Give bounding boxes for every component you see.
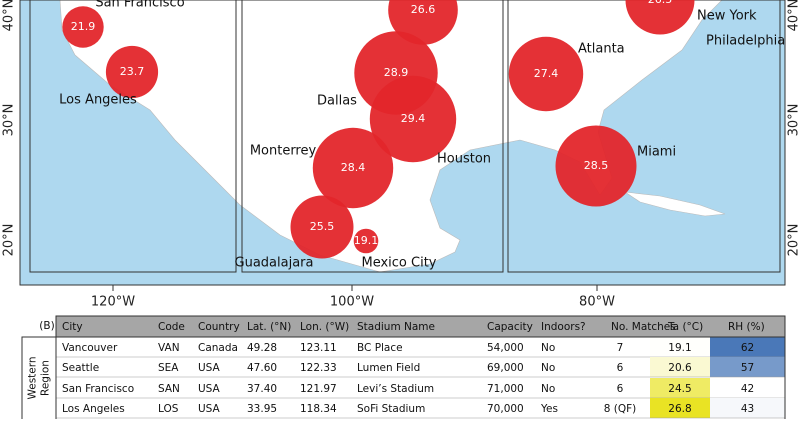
table-cell: 69,000: [487, 362, 524, 374]
table-cell: LOS: [158, 403, 179, 415]
lat-label: 40°N: [787, 0, 800, 31]
table-cell: Vancouver: [62, 342, 118, 354]
table-cell: 122.33: [300, 362, 337, 374]
city-label: San Francisco: [95, 0, 184, 11]
table-cell: 19.1: [668, 342, 691, 354]
city-label: Mexico City: [361, 256, 436, 271]
table-cell: 49.28: [247, 342, 277, 354]
header-cell: City: [62, 321, 83, 333]
table-cell: SEA: [158, 362, 179, 374]
table-cell: VAN: [158, 342, 180, 354]
city-label: Miami: [637, 145, 676, 160]
table-cell: 33.95: [247, 403, 277, 415]
header-cell: Stadium Name: [357, 321, 435, 333]
bubble-value: 27.4: [534, 67, 559, 80]
table-cell: Seattle: [62, 362, 99, 374]
table-cell: 7: [617, 342, 624, 354]
table-cell: 57: [741, 362, 754, 374]
lat-label: 20°N: [2, 224, 17, 257]
header-cell: Indoors?: [541, 321, 586, 333]
city-label: Atlanta: [578, 42, 625, 57]
table-cell: 42: [741, 383, 754, 395]
table-cell: 47.60: [247, 362, 277, 374]
table-cell: 118.34: [300, 403, 337, 415]
table-cell: 71,000: [487, 383, 524, 395]
city-label: Guadalajara: [235, 256, 314, 271]
city-label: New York: [697, 9, 757, 24]
bubble-value: 25.5: [310, 220, 335, 233]
lat-label: 30°N: [787, 104, 800, 137]
table-cell: SAN: [158, 383, 180, 395]
lon-label: 80°W: [579, 295, 615, 310]
table-cell: 8 (QF): [604, 403, 637, 415]
table-cell: No: [541, 383, 555, 395]
header-cell: No. Matches: [611, 321, 676, 333]
city-label: Philadelphia: [706, 34, 785, 49]
bubble-value: 19.1: [354, 234, 379, 247]
table: (B) City Code Country Lat. (°N) Lon. (°W) Stad…: [22, 316, 785, 419]
table-cell: BC Place: [357, 342, 403, 354]
table-cell: 6: [617, 383, 624, 395]
table-cell: 20.6: [668, 362, 692, 374]
table-cell: Yes: [540, 403, 558, 415]
city-label: Houston: [437, 152, 491, 167]
bubble-value: 26.6: [411, 3, 436, 16]
table-cell: USA: [198, 383, 221, 395]
table-cell: USA: [198, 362, 221, 374]
table-cell: 24.5: [668, 383, 691, 395]
table-cell: 123.11: [300, 342, 337, 354]
table-cell: SoFi Stadium: [357, 403, 425, 415]
table-cell: San Francisco: [62, 383, 134, 395]
table-cell: 54,000: [487, 342, 524, 354]
table-cell: 26.8: [668, 403, 691, 415]
table-cell: USA: [198, 403, 221, 415]
lon-label: 100°W: [330, 295, 374, 310]
header-cell: Country: [198, 321, 240, 333]
bubble-value: 21.9: [71, 20, 96, 33]
bubble-value: 28.5: [584, 159, 609, 172]
lon-label: 120°W: [91, 295, 135, 310]
region-label: WesternRegion: [27, 356, 52, 399]
table-cell: Los Angeles: [62, 403, 125, 415]
table-cell: 62: [741, 342, 754, 354]
lat-label: 40°N: [2, 0, 17, 31]
bubble-value: 29.4: [401, 112, 426, 125]
bubble-value: 28.4: [341, 161, 366, 174]
header-cell: Ta (°C): [667, 321, 703, 333]
table-cell: Levi’s Stadium: [357, 383, 434, 395]
header-cell: Lat. (°N): [247, 321, 291, 333]
table-cell: 70,000: [487, 403, 524, 415]
table-cell: Lumen Field: [357, 362, 420, 374]
header-cell: RH (%): [728, 321, 765, 333]
city-label: Dallas: [317, 94, 357, 109]
table-cell: No: [541, 362, 555, 374]
table-cell: 6: [617, 362, 624, 374]
lat-label: 20°N: [787, 224, 800, 257]
table-cell: Canada: [198, 342, 238, 354]
city-label: Monterrey: [250, 144, 317, 159]
bubble-value: 23.7: [120, 65, 145, 78]
table-cell: No: [541, 342, 555, 354]
header-cell: Code: [158, 321, 185, 333]
header-cell: Capacity: [487, 321, 533, 333]
bubble-value: 26.5: [648, 0, 673, 6]
city-label: Los Angeles: [59, 93, 137, 108]
table-cell: 37.40: [247, 383, 277, 395]
table-cell: 121.97: [300, 383, 337, 395]
table-cell: 43: [741, 403, 754, 415]
header-cell: Lon. (°W): [300, 321, 349, 333]
panel-label: (B): [39, 320, 54, 332]
lat-label: 30°N: [2, 104, 17, 137]
